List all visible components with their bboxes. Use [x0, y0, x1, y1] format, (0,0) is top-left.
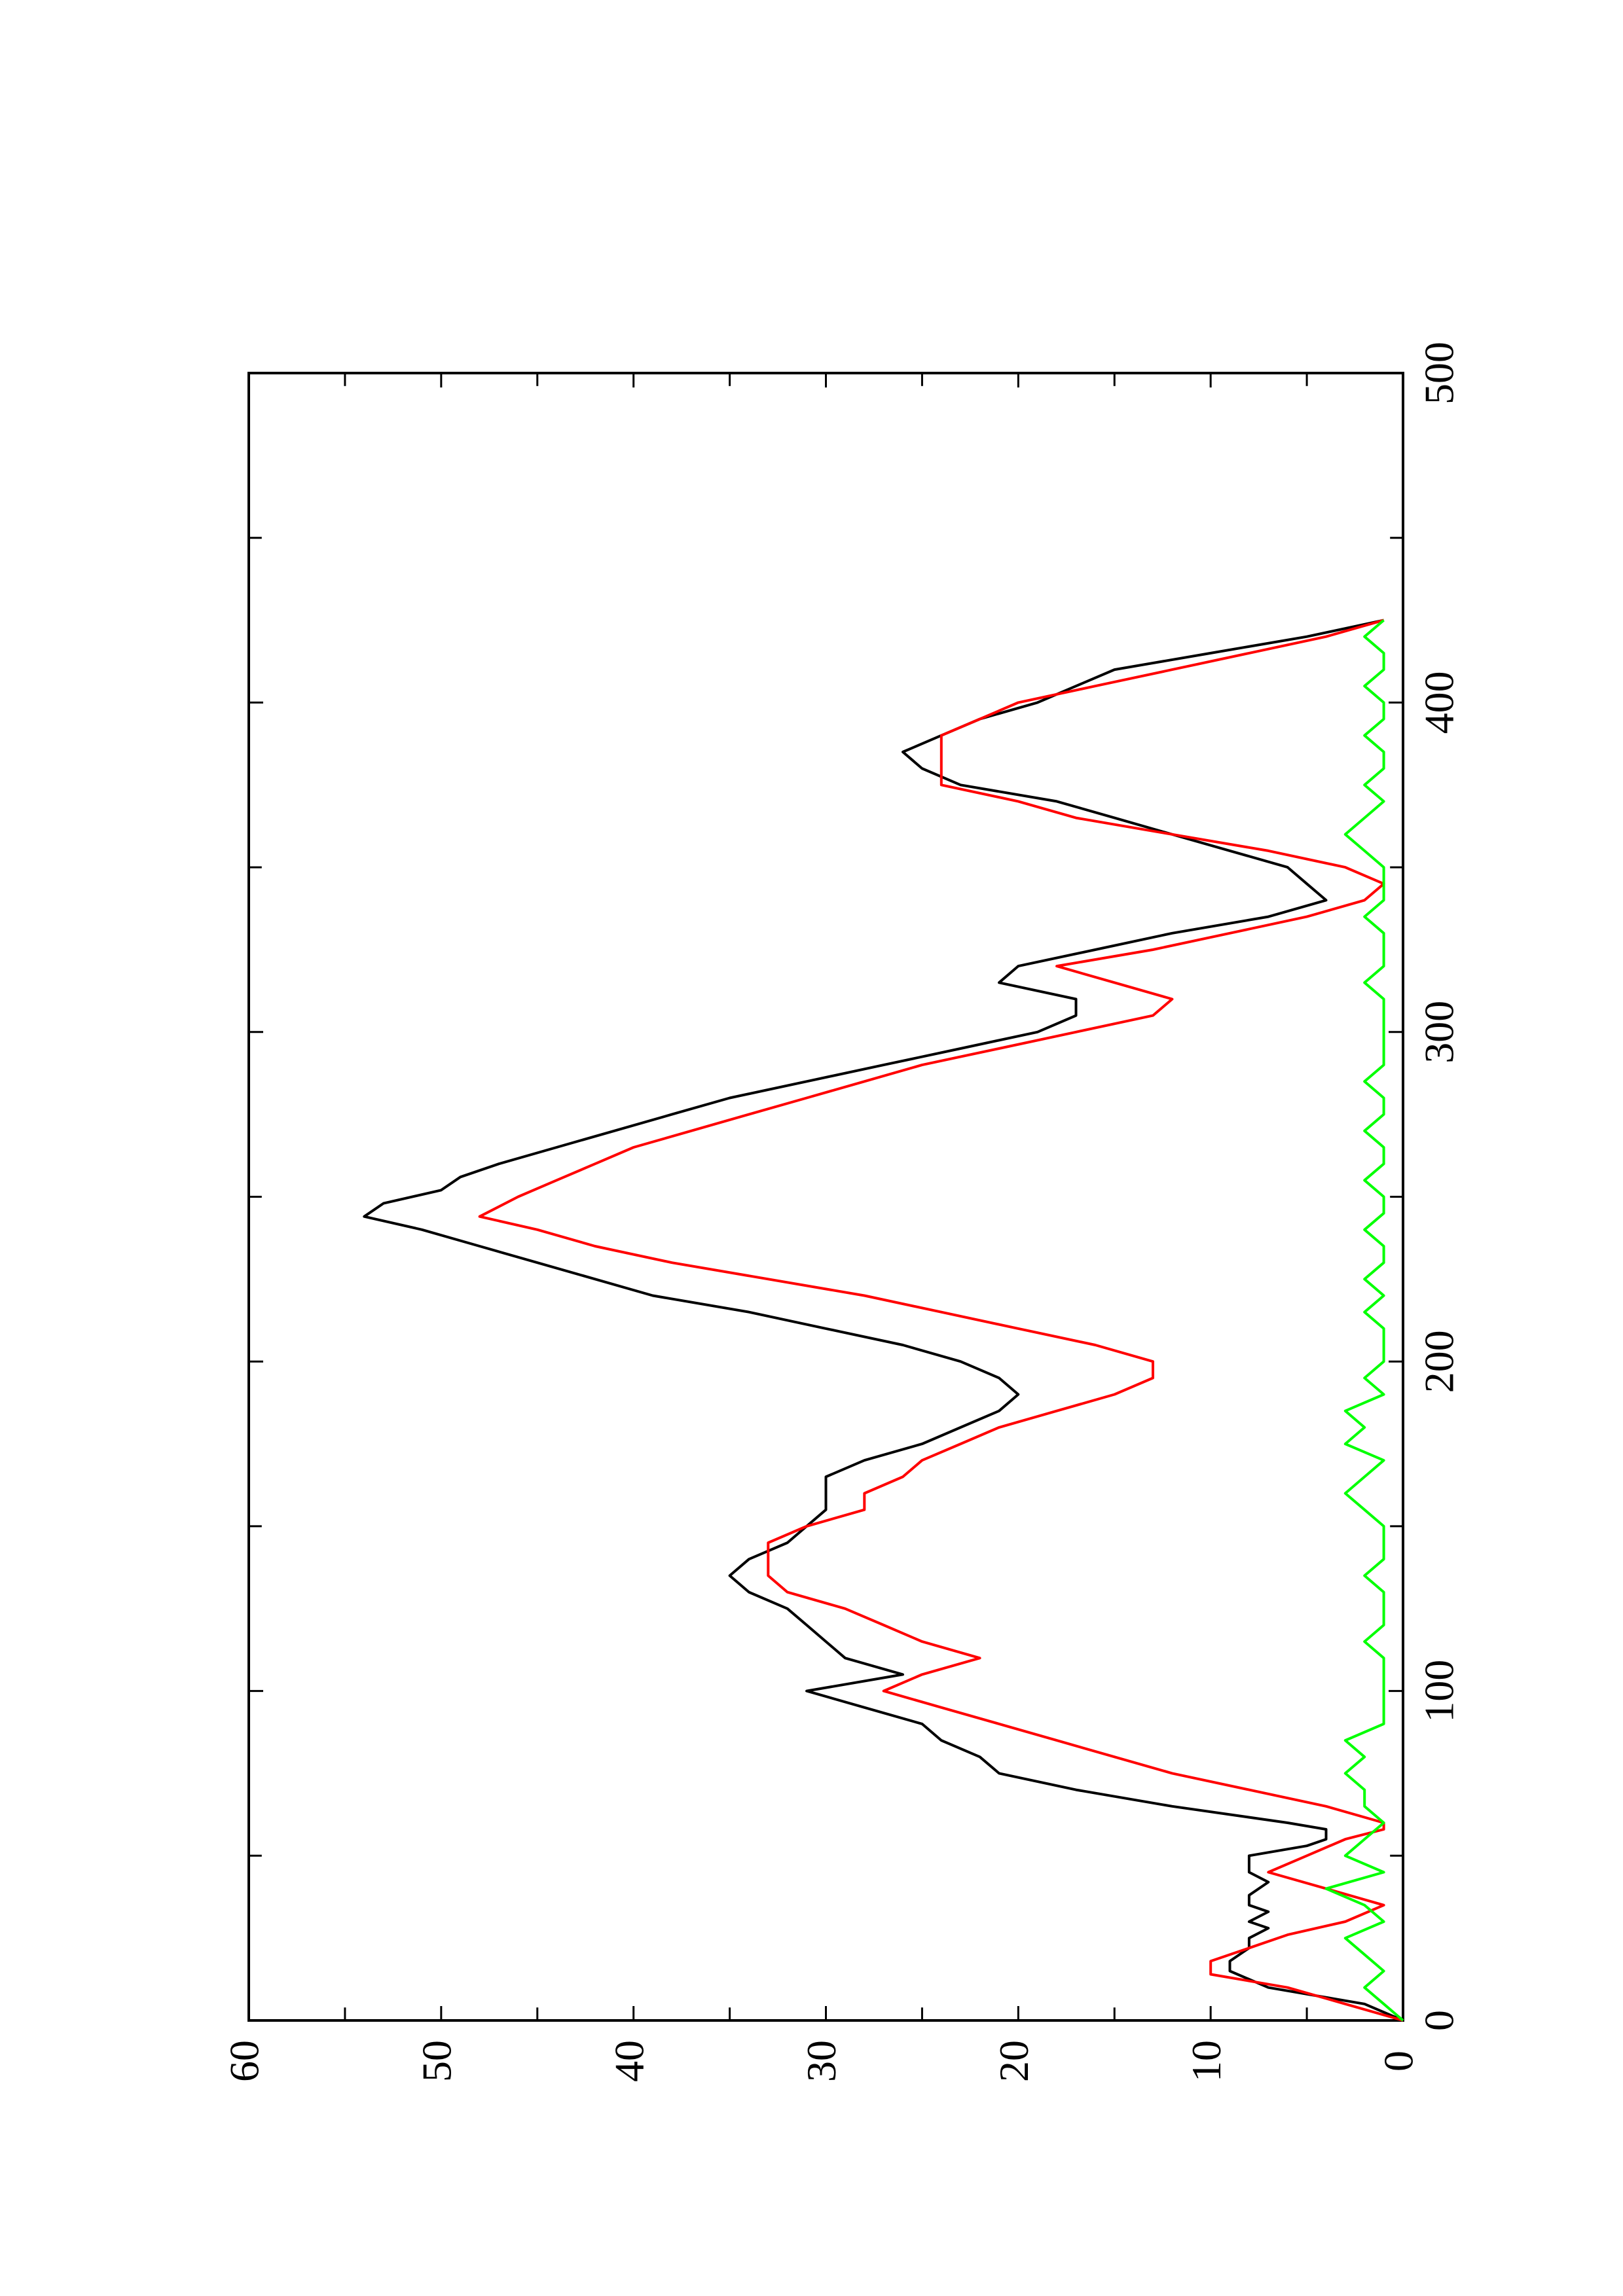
series-line-2 — [478, 619, 1404, 2022]
y-tick-label: 20 — [991, 2040, 1037, 2082]
series-lines — [363, 619, 1404, 2022]
y-tick-label: 50 — [414, 2040, 460, 2082]
y-tick-label: 40 — [606, 2040, 652, 2082]
plot-frame — [247, 372, 1404, 2022]
x-tick-label: 100 — [1416, 1660, 1463, 1723]
y-tick-label: 0 — [1376, 2051, 1422, 2072]
x-tick-label: 300 — [1416, 1001, 1463, 1064]
x-tick-label: 500 — [1416, 342, 1463, 404]
x-tick-label: 400 — [1416, 671, 1463, 734]
x-tick-labels: 0 100 200 300 400 500 — [1416, 342, 1463, 2031]
y-tick-label: 30 — [798, 2040, 845, 2082]
x-tick-label: 200 — [1416, 1330, 1463, 1393]
tick-marks — [247, 372, 1404, 2022]
x-tick-label: 0 — [1416, 2010, 1463, 2031]
y-tick-labels: 0 10 20 30 40 50 60 — [221, 2040, 1422, 2082]
y-tick-label: 10 — [1183, 2040, 1230, 2082]
y-tick-label: 60 — [221, 2040, 268, 2082]
series-line-3 — [1324, 619, 1404, 2022]
series-line-1 — [363, 619, 1404, 2022]
